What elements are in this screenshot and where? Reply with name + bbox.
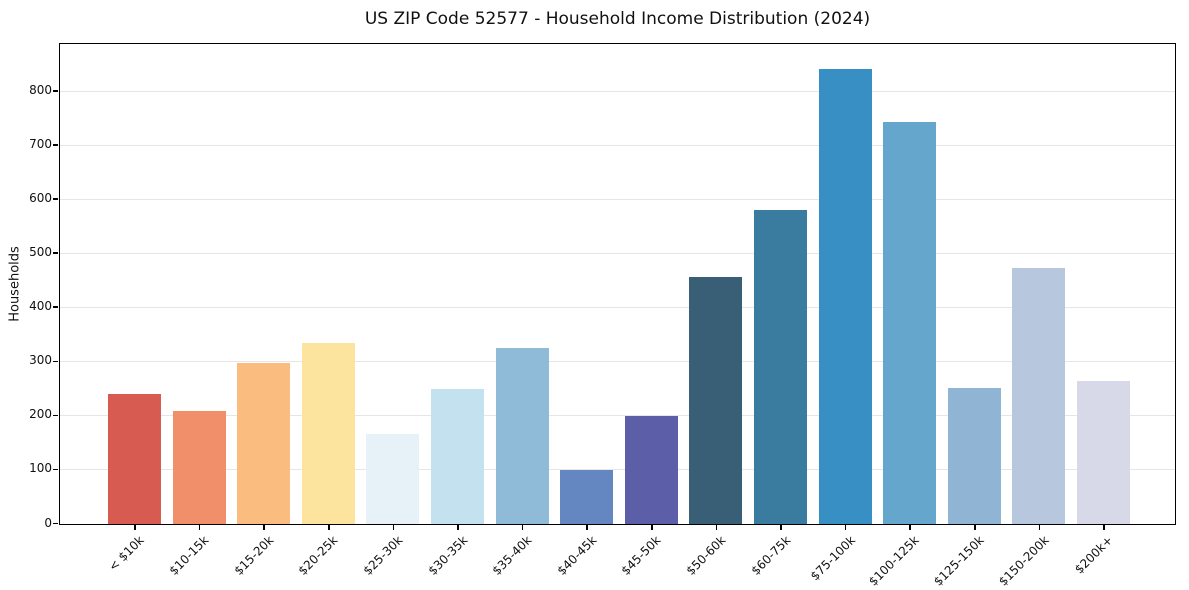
gridline (60, 145, 1175, 147)
x-tick-mark (198, 525, 201, 530)
x-tick-label: $100-125k (866, 533, 923, 589)
x-tick-mark (392, 525, 395, 530)
y-tick-label: 600 (29, 191, 52, 206)
x-tick-label: $150-200k (995, 533, 1052, 589)
x-tick-label: $15-20k (231, 533, 277, 578)
x-tick-mark (521, 525, 524, 530)
x-tick-mark (586, 525, 588, 530)
x-tick-mark (1103, 525, 1105, 530)
y-tick-label: 800 (29, 82, 52, 97)
bar (431, 389, 484, 524)
bar (301, 343, 355, 524)
bar (947, 388, 1001, 524)
x-tick-mark (844, 525, 847, 530)
x-tick-label: $200k+ (1072, 533, 1116, 577)
x-tick-mark (457, 525, 459, 530)
y-tick-mark (53, 522, 58, 525)
y-tick-label: 200 (29, 407, 52, 422)
y-tick-label: 100 (29, 461, 52, 476)
plot-area (59, 43, 1176, 525)
y-tick-mark (53, 198, 58, 200)
gridline (60, 199, 1175, 201)
gridline (60, 91, 1175, 92)
x-tick-label: $60-75k (748, 533, 793, 578)
y-tick-mark (53, 468, 58, 471)
y-tick-mark (53, 306, 58, 308)
gridline (60, 253, 1175, 255)
bar (1012, 268, 1066, 524)
x-tick-mark (134, 525, 136, 530)
bar (1077, 381, 1130, 524)
x-tick-mark (780, 525, 782, 530)
x-tick-mark (1038, 525, 1041, 530)
y-tick-mark (53, 90, 58, 92)
y-tick-label: 400 (29, 299, 52, 314)
y-tick-label: 700 (29, 137, 52, 152)
x-tick-label: $125-150k (931, 533, 987, 589)
x-tick-mark (328, 525, 330, 530)
x-tick-mark (909, 525, 911, 530)
y-tick-label: 0 (44, 515, 52, 530)
bar (754, 209, 807, 524)
x-tick-mark (715, 525, 718, 530)
x-tick-label: $75-100k (807, 533, 858, 584)
x-tick-label: $30-35k (425, 533, 470, 578)
bar (495, 348, 549, 524)
x-tick-label: $50-60k (683, 533, 729, 578)
chart-title: US ZIP Code 52577 - Household Income Dis… (364, 9, 871, 29)
x-tick-label: $35-40k (489, 533, 535, 578)
x-tick-mark (651, 525, 653, 530)
gridline (60, 361, 1175, 363)
x-tick-label: $40-45k (554, 533, 600, 578)
bar (108, 394, 161, 524)
x-tick-label: $10-15k (166, 533, 212, 578)
bar (237, 362, 291, 524)
bar (689, 277, 743, 524)
x-tick-label: $20-25k (295, 533, 341, 578)
x-tick-label: $25-30k (360, 533, 406, 578)
bar (818, 68, 872, 524)
x-tick-label: < $10k (106, 533, 147, 574)
bar (172, 411, 226, 524)
x-tick-mark (974, 525, 976, 530)
x-tick-label: $45-50k (618, 533, 664, 578)
y-tick-label: 500 (29, 245, 52, 260)
x-tick-mark (263, 525, 265, 530)
y-tick-mark (53, 414, 58, 417)
bar (624, 416, 678, 524)
y-tick-mark (53, 360, 58, 363)
y-tick-label: 300 (29, 353, 52, 368)
bar (560, 470, 614, 524)
y-tick-mark (53, 144, 58, 146)
gridline (60, 415, 1175, 417)
bar (883, 122, 937, 524)
bar (366, 433, 420, 524)
y-tick-mark (53, 252, 58, 254)
gridline (60, 307, 1175, 309)
gridline (60, 469, 1175, 471)
